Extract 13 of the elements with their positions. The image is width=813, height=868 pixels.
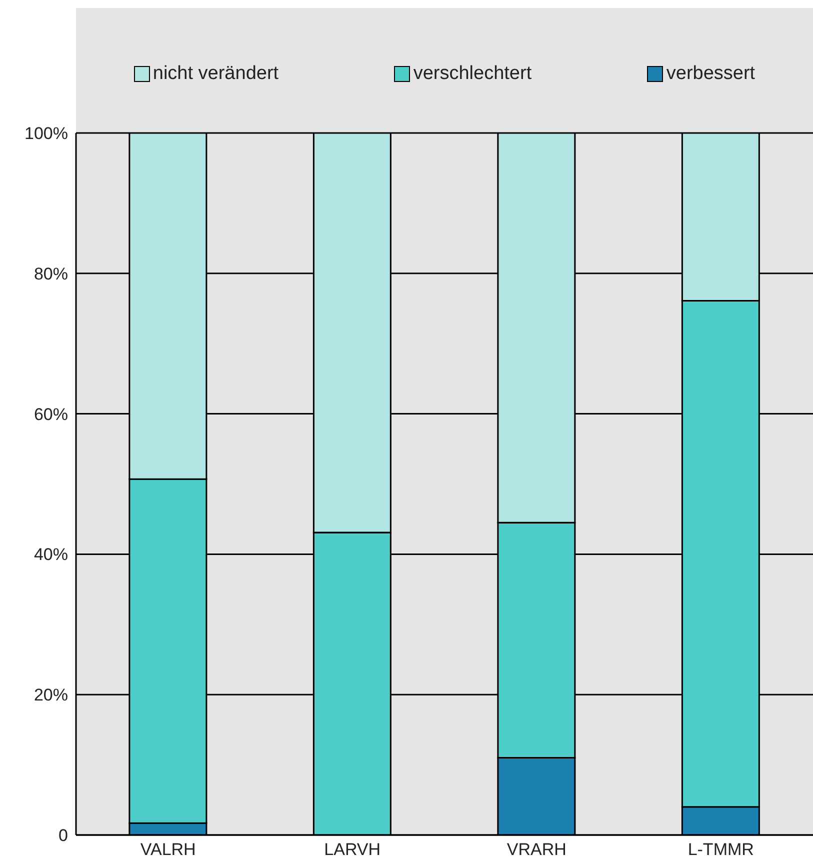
y-tick-label: 20%	[34, 686, 68, 705]
x-tick-label: LARVH	[324, 840, 381, 860]
legend-label: verbessert	[665, 63, 756, 85]
x-tick-label: VALRH	[140, 840, 196, 860]
y-tick-label: 60%	[34, 404, 68, 424]
y-tick-label: 40%	[34, 545, 68, 564]
y-tick-label: 100%	[24, 124, 68, 144]
legend-label: nicht verändert	[152, 63, 279, 85]
y-tick-label: 0	[58, 826, 68, 846]
y-tick-label: 80%	[34, 264, 68, 284]
x-tick-label: L-TMMR	[688, 840, 754, 860]
x-tick-label: VRARH	[506, 840, 566, 860]
legend-label: verschlechtert	[412, 63, 532, 85]
